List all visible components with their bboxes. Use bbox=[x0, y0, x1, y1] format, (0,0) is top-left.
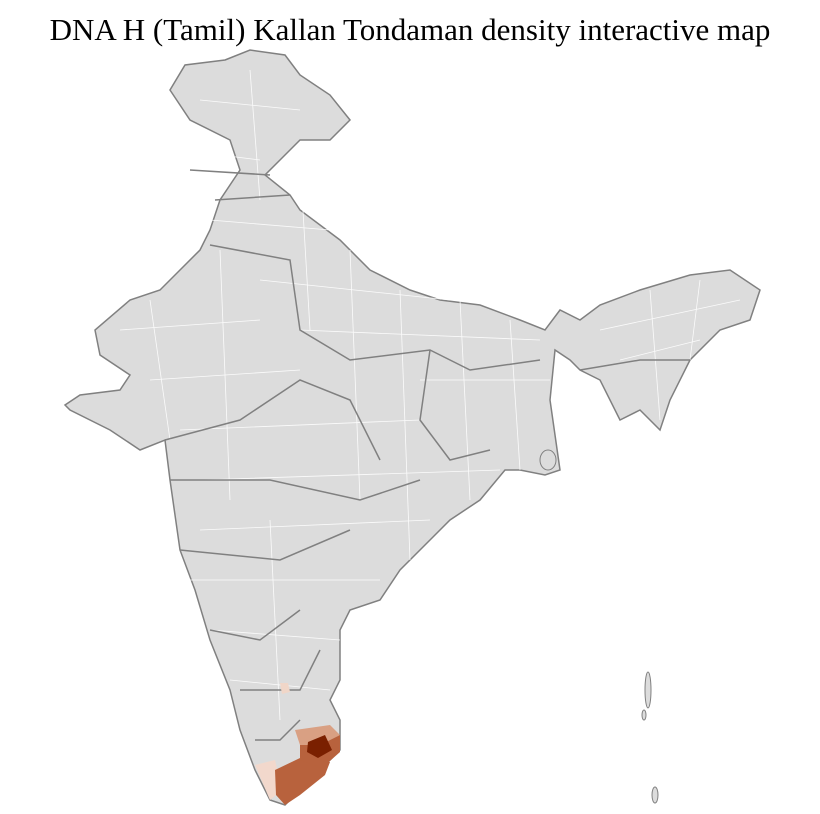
district-borders bbox=[119, 69, 741, 721]
district-density-light[interactable] bbox=[280, 683, 290, 694]
map-title: DNA H (Tamil) Kallan Tondaman density in… bbox=[49, 12, 771, 47]
district-density-high[interactable] bbox=[275, 758, 330, 805]
islands bbox=[539, 449, 659, 804]
state-borders bbox=[164, 169, 690, 741]
country-base bbox=[63, 49, 761, 806]
district-density-medium[interactable] bbox=[295, 725, 340, 745]
district-density-max[interactable] bbox=[307, 735, 332, 758]
density-overlay[interactable] bbox=[255, 683, 340, 805]
